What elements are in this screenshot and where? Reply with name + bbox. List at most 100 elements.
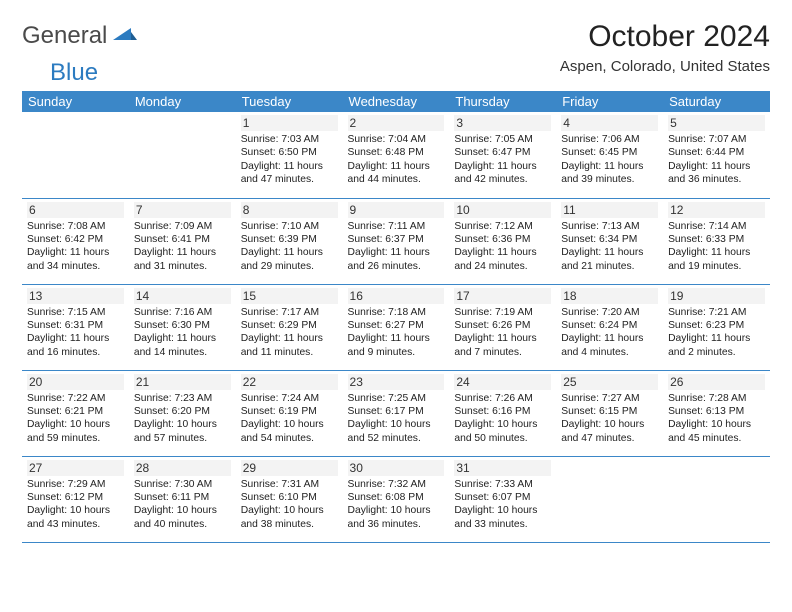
weekday-row: Sunday Monday Tuesday Wednesday Thursday… xyxy=(22,91,770,112)
day-detail-line: and 16 minutes. xyxy=(27,346,124,359)
calendar-day-cell: 30 Sunrise: 7:32 AMSunset: 6:08 PMDayligh… xyxy=(343,456,450,542)
day-number: 6 xyxy=(27,202,124,218)
day-detail-line: Sunrise: 7:27 AM xyxy=(561,392,658,405)
day-detail-line: Sunset: 6:12 PM xyxy=(27,491,124,504)
day-number: 17 xyxy=(454,288,551,304)
day-detail-line: Sunset: 6:10 PM xyxy=(241,491,338,504)
day-detail-line: Sunrise: 7:28 AM xyxy=(668,392,765,405)
day-detail-line: Daylight: 11 hours xyxy=(134,332,231,345)
day-detail-line: Sunrise: 7:17 AM xyxy=(241,306,338,319)
day-detail-line: Sunset: 6:37 PM xyxy=(348,233,445,246)
day-number: 30 xyxy=(348,460,445,476)
day-details: Sunrise: 7:29 AMSunset: 6:12 PMDaylight:… xyxy=(27,478,124,532)
day-number: 29 xyxy=(241,460,338,476)
day-detail-line: Sunset: 6:27 PM xyxy=(348,319,445,332)
day-details: Sunrise: 7:11 AMSunset: 6:37 PMDaylight:… xyxy=(348,220,445,274)
day-detail-line: Sunset: 6:13 PM xyxy=(668,405,765,418)
day-number: 24 xyxy=(454,374,551,390)
logo: General xyxy=(22,18,139,50)
day-detail-line: Daylight: 10 hours xyxy=(241,418,338,431)
day-number: 13 xyxy=(27,288,124,304)
day-details: Sunrise: 7:14 AMSunset: 6:33 PMDaylight:… xyxy=(668,220,765,274)
day-detail-line: Sunrise: 7:13 AM xyxy=(561,220,658,233)
day-detail-line: Sunset: 6:50 PM xyxy=(241,146,338,159)
day-detail-line: and 19 minutes. xyxy=(668,260,765,273)
day-details: Sunrise: 7:05 AMSunset: 6:47 PMDaylight:… xyxy=(454,133,551,187)
day-number: 25 xyxy=(561,374,658,390)
calendar-day-cell: 29 Sunrise: 7:31 AMSunset: 6:10 PMDayligh… xyxy=(236,456,343,542)
day-details: Sunrise: 7:08 AMSunset: 6:42 PMDaylight:… xyxy=(27,220,124,274)
title-block: October 2024 Aspen, Colorado, United Sta… xyxy=(560,18,770,75)
calendar-day-cell: 21Sunrise: 7:23 AMSunset: 6:20 PMDayligh… xyxy=(129,370,236,456)
day-number: 1 xyxy=(241,115,338,131)
calendar-day-cell: 23Sunrise: 7:25 AMSunset: 6:17 PMDayligh… xyxy=(343,370,450,456)
day-detail-line: and 31 minutes. xyxy=(134,260,231,273)
calendar-day-cell: 22Sunrise: 7:24 AMSunset: 6:19 PMDayligh… xyxy=(236,370,343,456)
day-detail-line: Sunset: 6:30 PM xyxy=(134,319,231,332)
day-detail-line: Sunset: 6:29 PM xyxy=(241,319,338,332)
day-detail-line: Sunrise: 7:15 AM xyxy=(27,306,124,319)
day-detail-line: Sunset: 6:39 PM xyxy=(241,233,338,246)
day-detail-line: and 54 minutes. xyxy=(241,432,338,445)
day-detail-line: and 26 minutes. xyxy=(348,260,445,273)
weekday-header: Sunday xyxy=(22,91,129,112)
day-details: Sunrise: 7:19 AMSunset: 6:26 PMDaylight:… xyxy=(454,306,551,360)
day-detail-line: Sunset: 6:42 PM xyxy=(27,233,124,246)
day-detail-line: Sunrise: 7:23 AM xyxy=(134,392,231,405)
day-detail-line: Sunset: 6:20 PM xyxy=(134,405,231,418)
day-details: Sunrise: 7:26 AMSunset: 6:16 PMDaylight:… xyxy=(454,392,551,446)
day-detail-line: and 4 minutes. xyxy=(561,346,658,359)
day-details: Sunrise: 7:31 AMSunset: 6:10 PMDaylight:… xyxy=(241,478,338,532)
calendar-day-cell xyxy=(663,456,770,542)
day-number: 5 xyxy=(668,115,765,131)
day-detail-line: Sunrise: 7:10 AM xyxy=(241,220,338,233)
day-number: 3 xyxy=(454,115,551,131)
day-detail-line: Daylight: 11 hours xyxy=(561,332,658,345)
day-details: Sunrise: 7:07 AMSunset: 6:44 PMDaylight:… xyxy=(668,133,765,187)
day-detail-line: Sunrise: 7:03 AM xyxy=(241,133,338,146)
day-details: Sunrise: 7:17 AMSunset: 6:29 PMDaylight:… xyxy=(241,306,338,360)
day-detail-line: Daylight: 11 hours xyxy=(668,160,765,173)
day-detail-line: Sunrise: 7:12 AM xyxy=(454,220,551,233)
day-number: 26 xyxy=(668,374,765,390)
day-number: 8 xyxy=(241,202,338,218)
day-detail-line: and 2 minutes. xyxy=(668,346,765,359)
day-detail-line: Daylight: 11 hours xyxy=(241,332,338,345)
day-detail-line: Sunrise: 7:29 AM xyxy=(27,478,124,491)
day-detail-line: Daylight: 11 hours xyxy=(348,332,445,345)
day-number: 19 xyxy=(668,288,765,304)
day-detail-line: Daylight: 10 hours xyxy=(454,418,551,431)
day-number: 10 xyxy=(454,202,551,218)
day-detail-line: and 47 minutes. xyxy=(561,432,658,445)
day-detail-line: and 40 minutes. xyxy=(134,518,231,531)
day-detail-line: Sunset: 6:17 PM xyxy=(348,405,445,418)
day-detail-line: Daylight: 11 hours xyxy=(134,246,231,259)
weekday-header: Tuesday xyxy=(236,91,343,112)
day-detail-line: Daylight: 11 hours xyxy=(348,160,445,173)
day-details: Sunrise: 7:16 AMSunset: 6:30 PMDaylight:… xyxy=(134,306,231,360)
day-detail-line: Daylight: 11 hours xyxy=(27,332,124,345)
day-details: Sunrise: 7:10 AMSunset: 6:39 PMDaylight:… xyxy=(241,220,338,274)
day-detail-line: and 39 minutes. xyxy=(561,173,658,186)
location-text: Aspen, Colorado, United States xyxy=(560,58,770,75)
day-detail-line: and 38 minutes. xyxy=(241,518,338,531)
calendar-day-cell xyxy=(556,456,663,542)
day-detail-line: Daylight: 11 hours xyxy=(241,160,338,173)
logo-text-blue: Blue xyxy=(50,59,98,86)
day-details: Sunrise: 7:33 AMSunset: 6:07 PMDaylight:… xyxy=(454,478,551,532)
calendar-day-cell: 3 Sunrise: 7:05 AMSunset: 6:47 PMDaylight… xyxy=(449,112,556,198)
weekday-header: Saturday xyxy=(663,91,770,112)
calendar-day-cell: 17 Sunrise: 7:19 AMSunset: 6:26 PMDayligh… xyxy=(449,284,556,370)
day-details: Sunrise: 7:32 AMSunset: 6:08 PMDaylight:… xyxy=(348,478,445,532)
day-detail-line: Sunrise: 7:26 AM xyxy=(454,392,551,405)
day-details: Sunrise: 7:21 AMSunset: 6:23 PMDaylight:… xyxy=(668,306,765,360)
calendar-day-cell: 18Sunrise: 7:20 AMSunset: 6:24 PMDayligh… xyxy=(556,284,663,370)
day-detail-line: Sunset: 6:21 PM xyxy=(27,405,124,418)
day-detail-line: Sunset: 6:11 PM xyxy=(134,491,231,504)
day-detail-line: Daylight: 11 hours xyxy=(668,332,765,345)
logo-mark-icon xyxy=(113,24,137,49)
day-number: 9 xyxy=(348,202,445,218)
day-detail-line: Daylight: 11 hours xyxy=(668,246,765,259)
day-details: Sunrise: 7:24 AMSunset: 6:19 PMDaylight:… xyxy=(241,392,338,446)
month-title: October 2024 xyxy=(560,20,770,54)
